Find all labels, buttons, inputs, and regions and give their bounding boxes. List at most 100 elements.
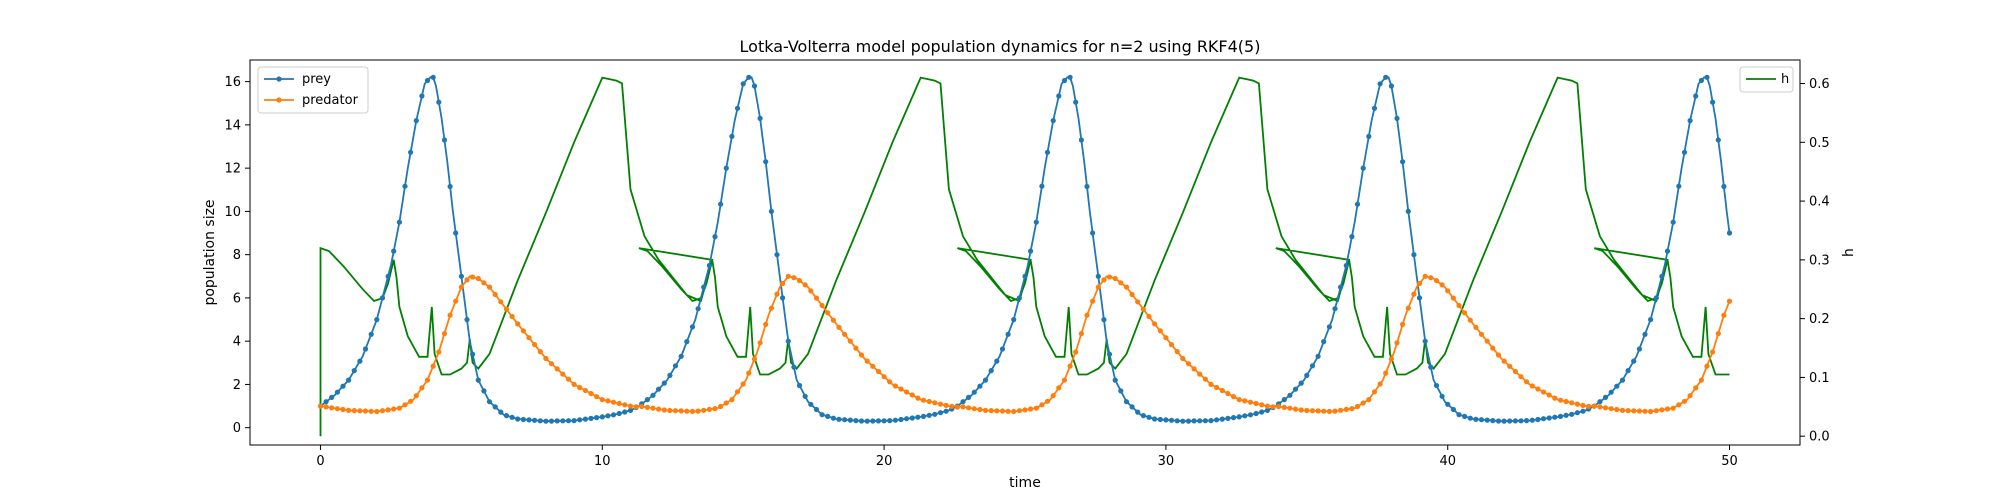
y2-tick-label: 0.4 <box>1809 195 1830 210</box>
series-predator-point <box>560 371 566 377</box>
series-prey-point <box>858 418 865 424</box>
series-prey-point <box>1304 372 1310 378</box>
legend-prey-label: prey <box>302 72 331 87</box>
series-prey-point <box>1631 358 1637 364</box>
plot-frame <box>249 59 1801 446</box>
series-prey-point <box>346 377 352 383</box>
series-prey-point <box>1326 324 1332 330</box>
series-prey-point <box>430 74 436 80</box>
y-axis-label: population size <box>202 199 218 305</box>
series-predator-point <box>1101 277 1107 283</box>
series-predator-point <box>1704 363 1710 369</box>
series-predator-point <box>351 408 357 414</box>
series-prey-point <box>695 306 701 312</box>
series-predator-point <box>1321 408 1327 414</box>
y-tick-label: 12 <box>224 162 241 177</box>
series-prey-point <box>1484 417 1490 423</box>
series-prey-point <box>1011 317 1017 323</box>
series-prey-point <box>1118 388 1124 394</box>
series-prey-point <box>1602 394 1609 400</box>
series-predator-point <box>1602 405 1609 411</box>
series-predator-point <box>1433 278 1440 284</box>
y-tick-label: 4 <box>233 335 241 350</box>
series-prey-point <box>1501 418 1507 424</box>
series-prey-point <box>441 137 448 143</box>
series-prey-point <box>853 418 859 424</box>
series-predator-point <box>1061 377 1068 383</box>
series-prey-point <box>774 252 780 258</box>
series-prey-point <box>672 363 679 369</box>
series-predator-point <box>1067 363 1073 369</box>
series-predator-point <box>1028 406 1034 412</box>
series-prey-point <box>1383 74 1389 80</box>
series-predator-point <box>1698 377 1704 383</box>
series-predator-point <box>594 394 600 400</box>
series-predator-point <box>656 406 662 412</box>
series-predator-point <box>1005 408 1011 414</box>
series-prey-point <box>825 413 831 419</box>
series-prey-point <box>402 183 408 189</box>
series-predator-point <box>1304 407 1310 414</box>
series-prey-point <box>627 407 634 413</box>
series-prey-point <box>1490 418 1496 424</box>
series-prey-point <box>1416 295 1423 301</box>
series-prey-point <box>1343 262 1349 269</box>
series-prey-point <box>323 399 329 405</box>
series-prey-point <box>1253 410 1259 417</box>
series-predator-point <box>1529 383 1535 389</box>
series-prey-point <box>571 418 577 424</box>
series-predator-point <box>1388 356 1394 362</box>
series-prey-point <box>751 83 758 89</box>
series-predator-point <box>920 397 927 403</box>
series-predator-point <box>1095 284 1101 290</box>
series-prey-line <box>319 76 1731 423</box>
series-prey-point <box>447 183 453 190</box>
series-prey-point <box>757 115 763 121</box>
series-predator-point <box>723 400 729 406</box>
series-prey-point <box>1439 393 1445 399</box>
series-predator-point <box>988 408 994 414</box>
series-prey-point <box>1163 417 1169 423</box>
series-prey-point <box>582 416 589 422</box>
series-predator-point <box>616 400 622 407</box>
series-prey-point <box>1512 418 1518 424</box>
series-predator-point <box>498 299 504 305</box>
series-prey-point <box>1546 415 1552 421</box>
series-predator-point <box>1140 306 1146 312</box>
series-predator-point <box>1648 408 1654 415</box>
series-prey-point <box>864 418 870 424</box>
series-prey-point <box>1704 74 1710 80</box>
series-predator-point <box>842 331 848 337</box>
series-prey-point <box>1022 273 1028 279</box>
series-prey-point <box>746 74 752 80</box>
series-predator-point <box>718 403 724 410</box>
series-prey-point <box>1028 248 1034 254</box>
series-prey-point <box>656 386 662 392</box>
series-predator-point <box>571 381 577 387</box>
series-predator-point <box>994 408 1000 414</box>
series-prey-point <box>424 77 431 84</box>
series-prey-point <box>329 394 335 400</box>
x-tick-label: 20 <box>876 454 893 469</box>
y-tick-label: 10 <box>224 205 241 220</box>
series-prey-point <box>1078 137 1084 143</box>
series-prey-point <box>1552 414 1558 420</box>
series-prey-point <box>1292 386 1299 392</box>
series-predator-point <box>633 404 639 410</box>
series-prey-point <box>932 411 938 417</box>
y-axis-ticks: 0 2 4 6 8 10 12 14 16 <box>224 75 250 436</box>
series-predator-point <box>932 400 938 406</box>
series-predator-point <box>368 408 374 414</box>
series-predator-point <box>1552 395 1558 401</box>
series-prey <box>317 74 1733 424</box>
series-predator-point <box>937 401 944 407</box>
series-predator-point <box>1157 328 1163 334</box>
series-predator-point <box>391 406 397 412</box>
series-prey-point <box>813 406 820 413</box>
series-prey-point <box>712 234 718 240</box>
series-prey-point <box>1642 331 1648 337</box>
series-prey-point <box>1428 364 1434 370</box>
series-predator-point <box>853 345 859 351</box>
series-prey-point <box>1208 418 1214 424</box>
series-prey-point <box>1112 377 1118 383</box>
